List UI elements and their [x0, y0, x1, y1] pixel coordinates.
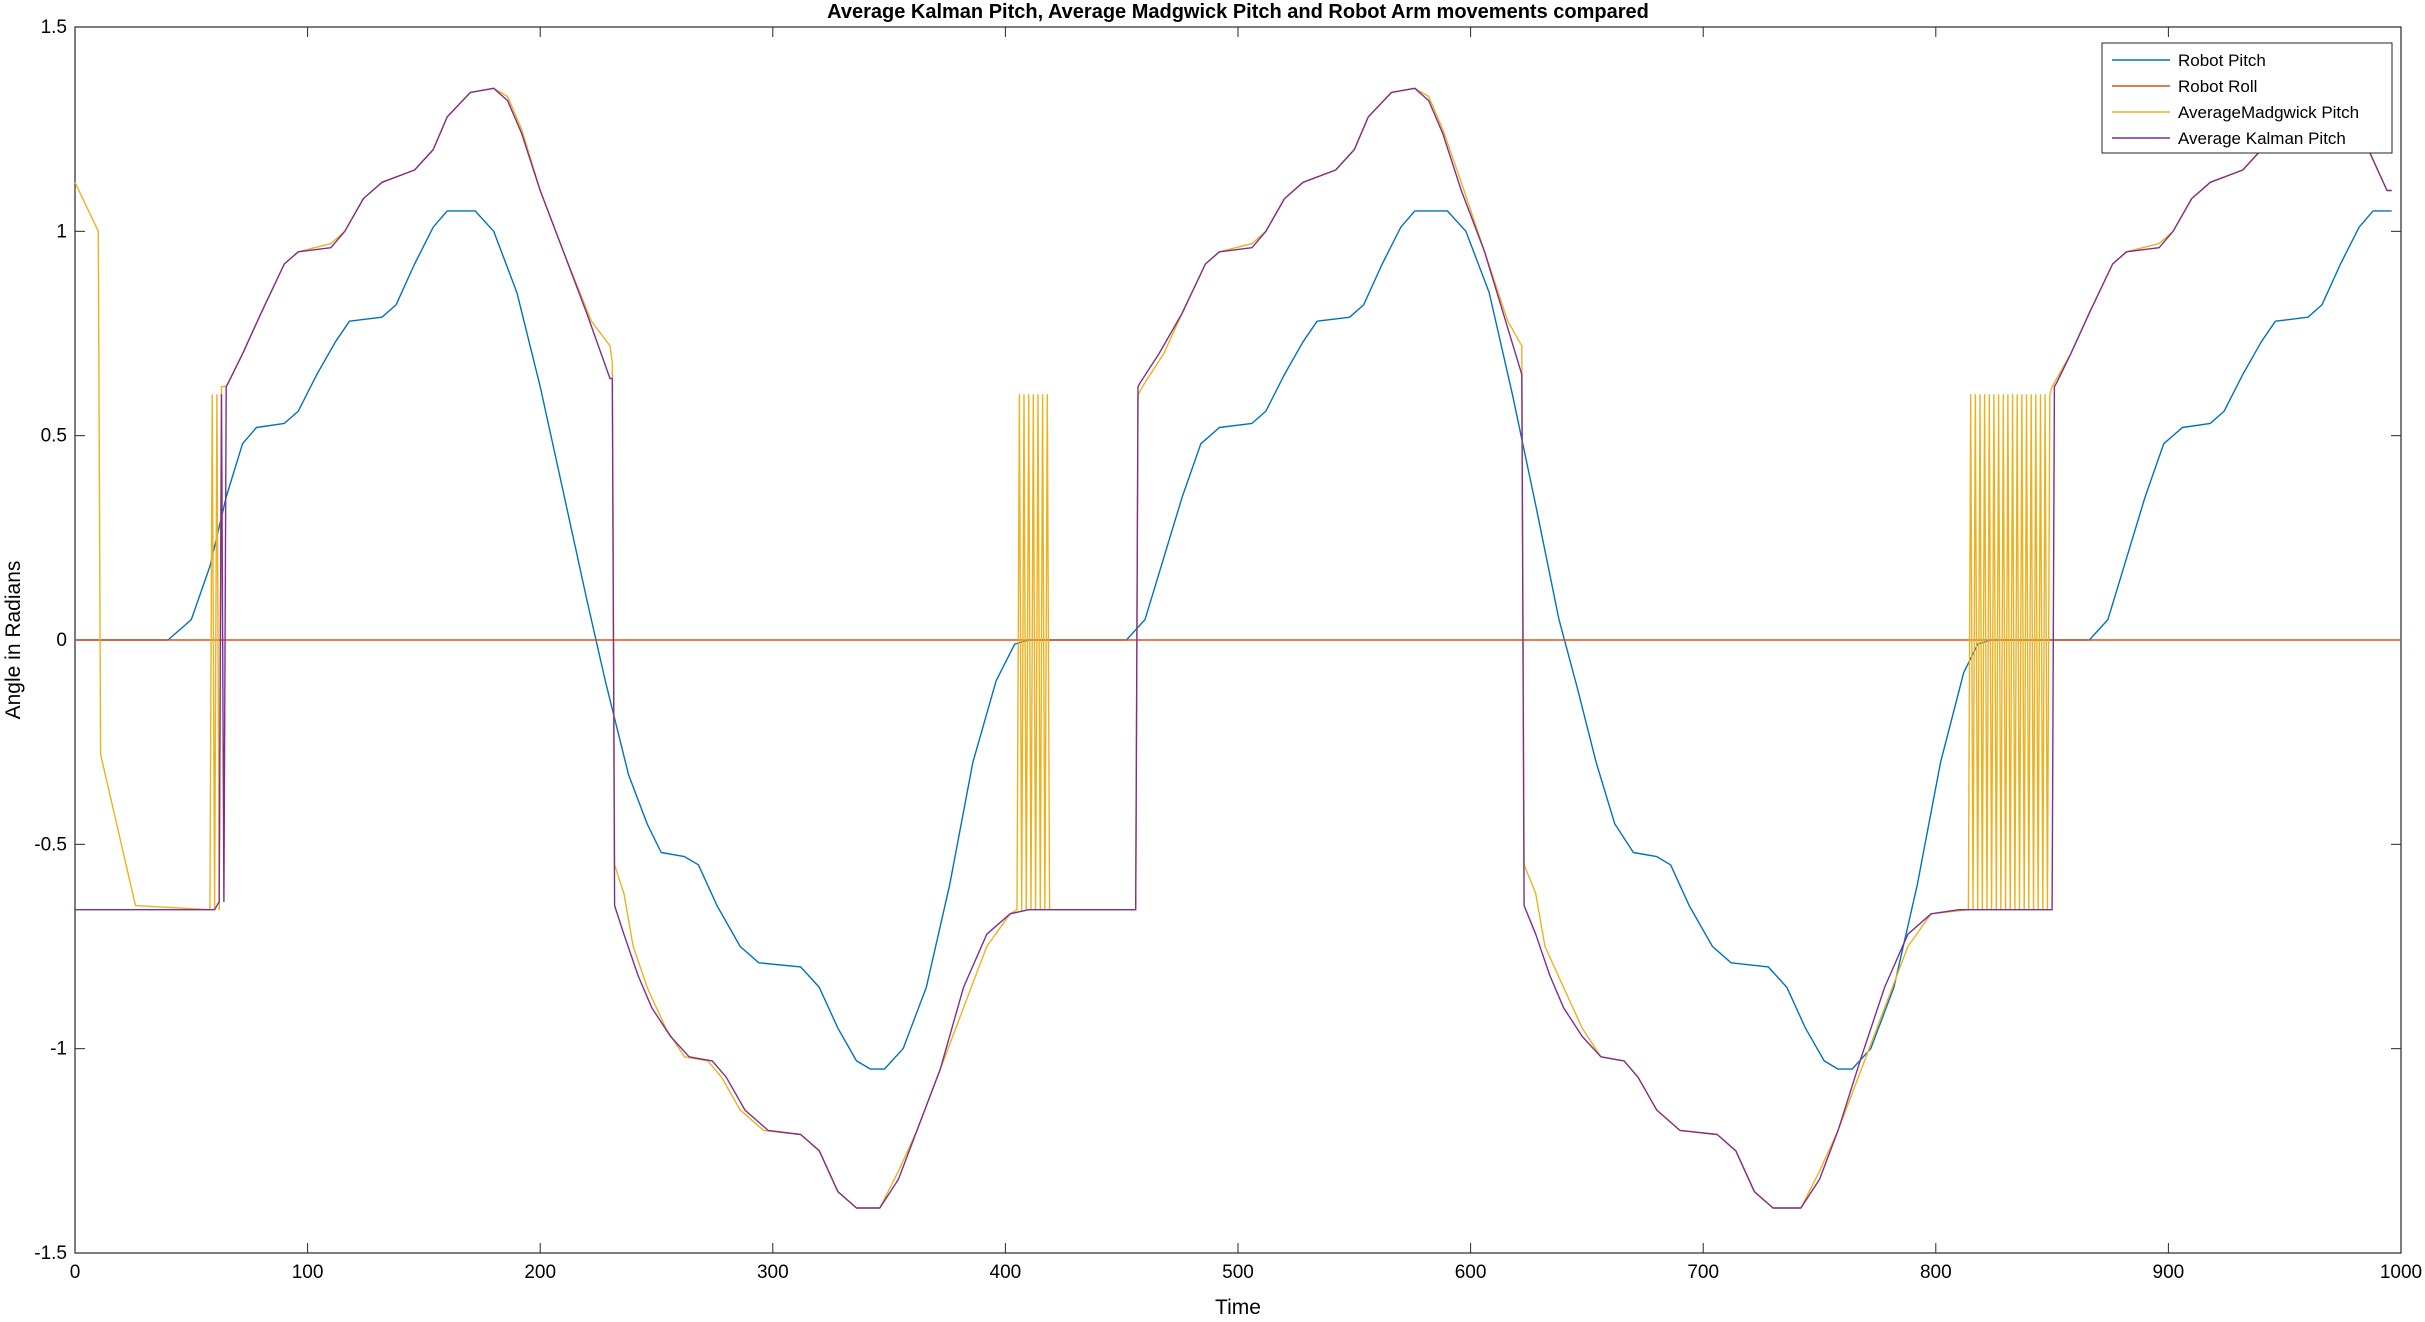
legend-label-2: AverageMadgwick Pitch: [2178, 103, 2359, 122]
y-tick-label: 0: [56, 630, 67, 651]
x-tick-label: 700: [1687, 1262, 1719, 1283]
y-tick-label: 1: [56, 221, 67, 242]
x-tick-label: 200: [524, 1262, 556, 1283]
legend-entries: Robot Pitch Robot Roll AverageMadgwick Pit…: [2112, 51, 2359, 148]
legend-label-1: Robot Roll: [2178, 77, 2257, 96]
legend-label-0: Robot Pitch: [2178, 51, 2266, 70]
x-tick-label: 900: [2153, 1262, 2185, 1283]
legend-box: [2101, 42, 2393, 154]
x-tick-label: 600: [1455, 1262, 1487, 1283]
y-tick-label: -1: [50, 1039, 67, 1060]
y-tick-label: -0.5: [34, 834, 67, 855]
x-tick-label: 100: [292, 1262, 324, 1283]
chart-title: Average Kalman Pitch, Average Madgwick P…: [827, 1, 1649, 23]
y-tick-label: 0.5: [41, 426, 67, 447]
x-tick-label: 500: [1222, 1262, 1254, 1283]
x-tick-label: 800: [1920, 1262, 1952, 1283]
legend-label-3: Average Kalman Pitch: [2178, 129, 2346, 148]
y-axis-label: Angle in Radians: [2, 561, 25, 720]
x-axis-label: Time: [1215, 1296, 1261, 1317]
axis-ticks: 0 100 200 300 400 500 600 700 800 900 1000 -1.5 -1 -0…: [34, 17, 2422, 1283]
legend: Robot Pitch Robot Roll AverageMadgwick Pit…: [2101, 42, 2393, 154]
series-line-3: [75, 87, 2392, 1209]
x-tick-label: 0: [70, 1262, 81, 1283]
y-tick-label: 1.5: [41, 17, 67, 38]
series-lines: [74, 87, 2401, 1209]
x-tick-label: 300: [757, 1262, 789, 1283]
x-tick-label: 400: [990, 1262, 1022, 1283]
x-tick-label: 1000: [2380, 1262, 2422, 1283]
series-line-0: [75, 210, 2392, 1070]
y-tick-label: -1.5: [34, 1243, 67, 1264]
